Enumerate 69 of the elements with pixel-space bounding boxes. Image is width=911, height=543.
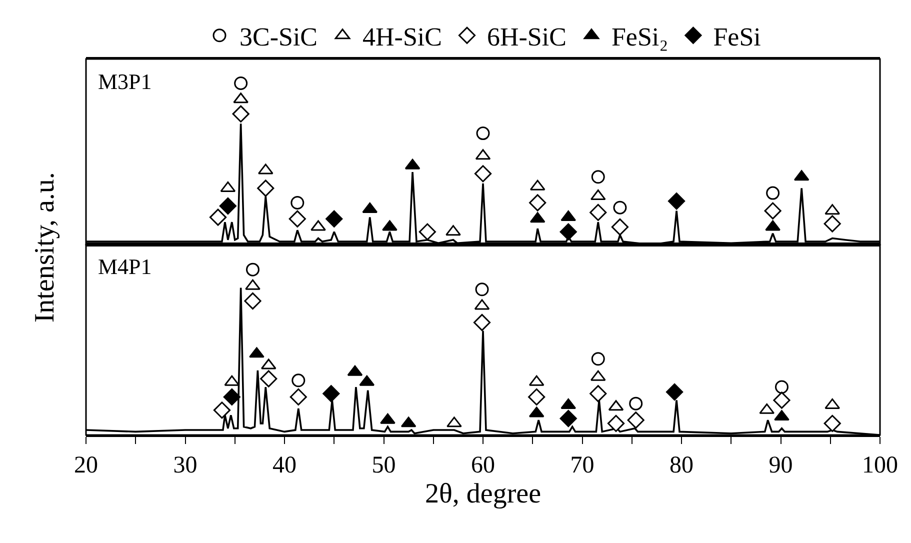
point [234, 76, 248, 90]
point [590, 204, 607, 221]
x-tick-label: 70 [570, 452, 594, 479]
y-axis-title: Intensity, a.u. [30, 172, 61, 323]
point [292, 374, 306, 388]
point [611, 218, 629, 236]
point [629, 396, 643, 410]
point [528, 388, 546, 406]
point [290, 388, 307, 406]
point [590, 385, 607, 402]
x-tick-label: 80 [670, 452, 694, 479]
point [209, 208, 227, 226]
point [326, 210, 343, 228]
point [213, 402, 231, 419]
x-tick-label: 100 [862, 452, 898, 479]
point [627, 412, 644, 429]
point [765, 220, 780, 231]
point [260, 370, 278, 388]
point [446, 225, 461, 236]
point [232, 105, 250, 122]
point [607, 414, 625, 432]
x-tick-label: 60 [471, 452, 495, 479]
x-axis-title: 2θ, degree [424, 478, 542, 510]
point [380, 413, 396, 424]
point [591, 352, 605, 366]
legend-label: 3C-SiC [240, 22, 318, 52]
point [560, 410, 577, 428]
legend-label: 6H-SiC [487, 22, 566, 52]
x-tick-label: 50 [372, 452, 396, 479]
point [591, 170, 605, 184]
point [418, 223, 436, 240]
x-tick-label: 30 [173, 452, 198, 479]
x-tick-label: 40 [272, 452, 296, 479]
point [476, 126, 490, 140]
point [244, 292, 262, 310]
point [668, 192, 686, 210]
legend-label: FeSi₂ [611, 22, 668, 52]
point [219, 197, 236, 215]
legend-label: FeSi [713, 22, 761, 52]
point [249, 347, 264, 358]
point [774, 410, 790, 421]
point [290, 196, 304, 210]
point [310, 220, 326, 231]
point [382, 220, 398, 231]
point [473, 314, 491, 332]
point [322, 385, 340, 402]
point [446, 416, 462, 428]
point [766, 186, 780, 200]
point [824, 215, 841, 232]
point [764, 202, 782, 220]
point [529, 194, 546, 212]
point [246, 262, 260, 276]
annotation: M4P1 [98, 254, 152, 279]
point [666, 383, 684, 401]
point [245, 279, 260, 290]
point [474, 165, 492, 182]
point [223, 388, 240, 406]
point [824, 414, 841, 432]
x-tick-label: 20 [74, 452, 98, 479]
point [560, 223, 577, 240]
point [773, 392, 790, 409]
point [475, 282, 489, 296]
x-tick-label: 90 [768, 452, 793, 479]
point [288, 210, 306, 228]
legend-label: 4H-SiC [362, 22, 442, 52]
point [774, 380, 788, 394]
point [613, 200, 627, 214]
point [257, 180, 274, 197]
annotation: M3P1 [98, 69, 152, 94]
